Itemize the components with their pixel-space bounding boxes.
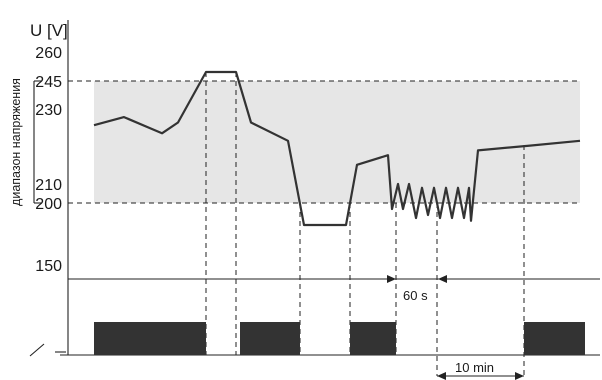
delay-interval-marker [387,275,447,283]
y-tick-label-245: 245 [35,74,62,91]
delay-interval-label: 60 s [403,288,428,303]
relay-on-bar [240,322,300,355]
range-bracket [33,80,42,204]
relay-on-bar [524,322,585,355]
y-axis-unit-label: U [V] [30,21,68,40]
relay-on-bar [350,322,396,355]
y-tick-label-230: 230 [35,102,62,119]
y-tick-label-210: 210 [35,177,62,194]
threshold-lines [68,80,580,204]
y-tick-label-200: 200 [35,196,62,213]
y-tick-label-260: 260 [35,45,62,62]
restart-interval-marker [437,372,524,380]
y-tick-label-150: 150 [35,258,62,275]
relay-on-bar [94,322,206,355]
restart-interval-label: 10 min [455,360,494,375]
range-label: диапазон напряжения [9,78,23,206]
permitted-range-band [94,81,580,203]
relay-state-bars [94,322,585,355]
y-tick-labels: 260 245 230 210 200 150 [35,45,62,275]
relay-switch-symbol [29,343,66,357]
voltage-curve [93,70,581,227]
